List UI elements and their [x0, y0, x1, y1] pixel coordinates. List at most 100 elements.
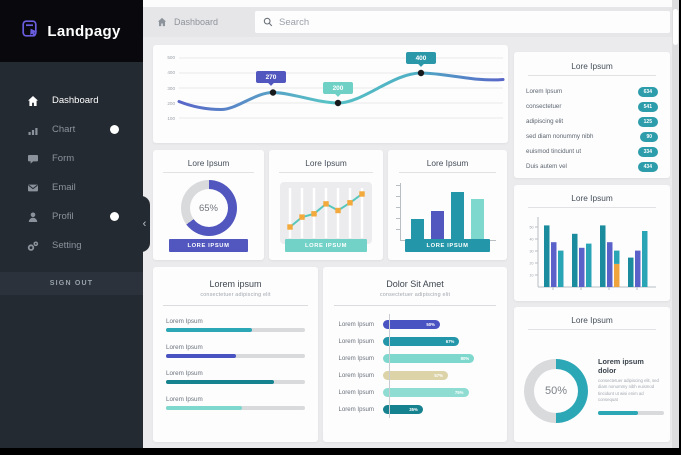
grouped-bar-card: Lore Ipsum 50 40 30 20 10 — [514, 185, 670, 301]
sidebar-item-dashboard[interactable]: Dashboard — [0, 86, 143, 115]
mini-progress-track — [598, 410, 664, 415]
stats-card: Lore Ipsum Lorem Ipsum 634 consectetuer 541… — [514, 52, 670, 178]
donut-50-description: Lorem ipsum dolor consectetuer adipiscin… — [598, 357, 664, 415]
stat-row: consectetuer 541 — [514, 99, 670, 114]
progress-row: Lorem Ipsum — [166, 318, 305, 332]
notification-dot[interactable] — [110, 212, 119, 221]
stat-row: Duis autem vel 434 — [514, 159, 670, 174]
hbar-fill: 57% — [383, 371, 448, 380]
card-title: Lore Ipsum — [426, 158, 469, 168]
trend-line-card: Lore Ipsum LORE IPSUM — [269, 150, 383, 260]
stat-label: adipiscing elit — [526, 118, 564, 125]
data-point-badge: 270 — [256, 71, 286, 86]
breadcrumb[interactable]: Dashboard — [157, 17, 218, 27]
search-input[interactable] — [279, 16, 662, 28]
sidebar-collapse-button[interactable]: ‹ — [139, 196, 150, 252]
search-box — [255, 11, 670, 33]
sign-out-button[interactable]: SIGN OUT — [0, 272, 143, 295]
notification-dot[interactable] — [110, 125, 119, 134]
stat-row: adipiscing elit 125 — [514, 114, 670, 129]
sidebar-item-label: Email — [52, 182, 76, 193]
stat-label: consectetuer — [526, 103, 562, 110]
svg-text:10: 10 — [530, 273, 534, 277]
bar — [410, 218, 424, 240]
form-icon — [27, 153, 39, 165]
description-body: consectetuer adipiscing elit, sed diam n… — [598, 378, 659, 403]
hbar-area: 75% — [383, 388, 507, 397]
hbar-row: Lorem Ipsum 75% — [323, 386, 507, 399]
hbar-label: Lorem Ipsum — [338, 355, 374, 362]
data-point-badge: 200 — [323, 82, 353, 97]
card-subtitle: consectetuer adipiscing elit — [379, 292, 451, 298]
hbar-area: 50% — [383, 320, 507, 329]
stat-value-badge: 541 — [637, 101, 658, 112]
lore-ipsum-button[interactable]: LORE IPSUM — [168, 239, 249, 252]
card-title: Lorem ipsum — [209, 279, 262, 289]
card-title: Lore Ipsum — [571, 315, 613, 325]
card-subtitle: consectetuer adipiscing elit — [200, 292, 271, 298]
sidebar-nav: Dashboard Chart Form Email Profil Setting — [0, 86, 143, 260]
card-title: Lore Ipsum — [571, 61, 613, 71]
scrollbar-track[interactable] — [672, 0, 679, 448]
hbar-label: Lorem Ipsum — [338, 372, 374, 379]
hbar-row: Lorem Ipsum 35% — [323, 403, 507, 416]
main-chart-y-axis: 500 400 300 200 100 — [157, 55, 175, 121]
stat-label: sed diam nonummy nibh — [526, 133, 594, 140]
progress-track — [166, 354, 305, 358]
progress-track — [166, 406, 305, 410]
donut-value: 65% — [189, 189, 228, 227]
mini-bar-chart — [395, 183, 496, 241]
stat-value-badge: 90 — [640, 131, 658, 142]
hbar-area: 57% — [383, 371, 507, 380]
progress-card: Lorem ipsum consectetuer adipiscing elit… — [153, 267, 318, 442]
chevron-left-icon: ‹ — [142, 218, 147, 230]
divider — [528, 329, 656, 330]
scrollbar-thumb[interactable] — [673, 9, 678, 45]
progress-row: Lorem Ipsum — [166, 370, 305, 384]
card-title: Lore Ipsum — [305, 158, 347, 168]
y-axis-tick: 200 — [167, 100, 175, 106]
profile-icon — [27, 211, 39, 223]
stat-value-badge: 125 — [637, 116, 658, 127]
sidebar-item-email[interactable]: Email — [0, 173, 143, 202]
settings-icon — [27, 240, 39, 252]
progress-fill — [166, 406, 243, 410]
sidebar-item-label: Chart — [52, 124, 76, 135]
stat-label: Lorem Ipsum — [526, 88, 563, 95]
svg-text:30: 30 — [530, 249, 534, 253]
stats-list: Lorem Ipsum 634 consectetuer 541 adipiscing … — [514, 84, 670, 174]
bar — [470, 199, 484, 240]
lore-ipsum-button[interactable]: LORE IPSUM — [284, 239, 368, 252]
data-point-badge: 400 — [406, 52, 436, 67]
search-icon — [263, 17, 273, 27]
sidebar-item-profil[interactable]: Profil — [0, 202, 143, 231]
main-area: Dashboard — [143, 0, 672, 448]
grouped-bar-chart: 50 40 30 20 10 — [530, 217, 656, 290]
stat-row: sed diam nonummy nibh 90 — [514, 129, 670, 144]
logo[interactable]: Landpagy — [0, 0, 143, 62]
mini-bar-card: Lore Ipsum LORE IPSUM — [388, 150, 507, 260]
sidebar-item-setting[interactable]: Setting — [0, 231, 143, 260]
hbar-area: 67% — [383, 337, 507, 346]
progress-track — [166, 380, 305, 384]
progress-fill — [166, 354, 236, 358]
y-axis-tick: 300 — [167, 85, 175, 91]
progress-label: Lorem Ipsum — [166, 318, 203, 325]
progress-list: Lorem Ipsum Lorem Ipsum Lorem Ipsum Lorem I… — [153, 318, 318, 410]
stat-value-badge: 634 — [637, 86, 658, 97]
sidebar-item-chart[interactable]: Chart — [0, 115, 143, 144]
divider — [528, 207, 656, 208]
sidebar-item-form[interactable]: Form — [0, 144, 143, 173]
donut-chart-65: 65% — [180, 180, 237, 236]
hbar-fill: 67% — [383, 337, 460, 346]
divider — [279, 172, 373, 173]
svg-text:50: 50 — [530, 225, 534, 229]
stat-row: Lorem Ipsum 634 — [514, 84, 670, 99]
main-line-chart-card: 500 400 300 200 100 270 200 400 — [153, 45, 508, 143]
lore-ipsum-button[interactable]: LORE IPSUM — [404, 239, 491, 252]
card-title: Lore Ipsum — [571, 193, 613, 203]
stat-label: euismod tincidunt ut — [526, 148, 582, 155]
topbar: Dashboard — [143, 7, 672, 37]
divider — [162, 305, 309, 306]
